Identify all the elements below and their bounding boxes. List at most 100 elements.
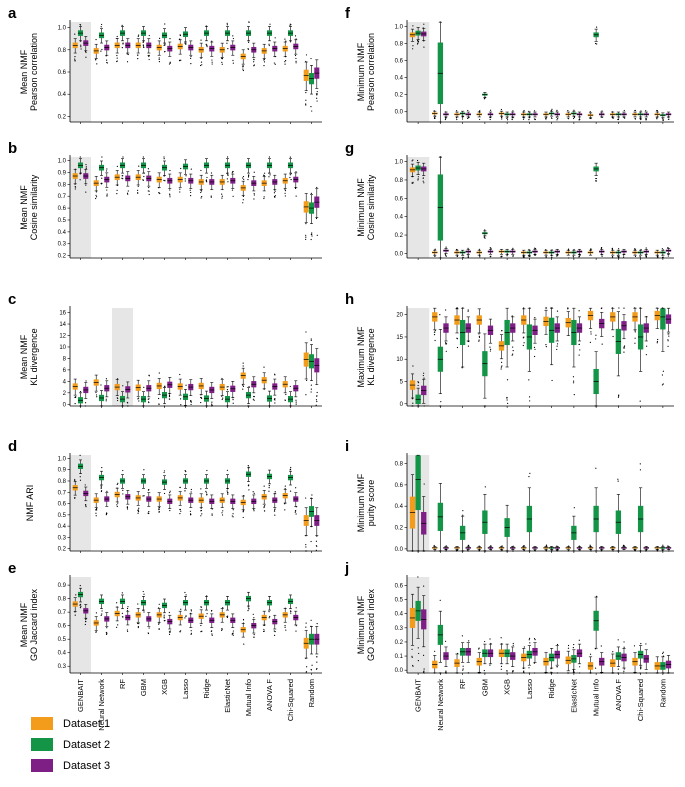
outlier-point — [242, 510, 245, 512]
outlier-point — [122, 493, 124, 495]
outlier-point — [500, 108, 503, 111]
outlier-point — [551, 307, 553, 309]
category-label-j: Ridge — [547, 679, 556, 699]
outlier-point — [85, 164, 87, 166]
outlier-point — [456, 255, 458, 258]
outlier-point — [221, 61, 223, 63]
outlier-point — [305, 234, 307, 236]
box-d-dataset-1 — [93, 493, 99, 517]
outlier-point — [243, 643, 245, 645]
outlier-point — [639, 469, 642, 471]
outlier-point — [263, 172, 266, 174]
outlier-point — [545, 672, 547, 674]
outlier-point — [573, 507, 575, 509]
outlier-point — [311, 232, 313, 234]
box-i-dataset-1 — [632, 546, 638, 552]
outlier-point — [295, 399, 297, 401]
outlier-point — [411, 160, 413, 162]
outlier-point — [85, 56, 87, 58]
box-f-dataset-1 — [587, 111, 594, 120]
y-tick-label-g: 0.8 — [395, 178, 404, 184]
box-j-dataset-3 — [554, 643, 560, 674]
box-c-dataset-3 — [83, 380, 89, 407]
box-c-dataset-2 — [308, 338, 315, 393]
outlier-point — [489, 116, 492, 119]
outlier-point — [315, 549, 317, 551]
outlier-point — [232, 37, 234, 40]
outlier-point — [211, 508, 213, 510]
outlier-point — [310, 619, 312, 621]
outlier-point — [79, 476, 81, 478]
outlier-point — [74, 60, 76, 62]
outlier-point — [137, 512, 139, 514]
outlier-point — [106, 195, 108, 197]
outlier-point — [456, 110, 458, 112]
outlier-point — [184, 42, 186, 44]
outlier-point — [242, 385, 245, 387]
box-h-dataset-1 — [654, 307, 660, 344]
outlier-point — [573, 643, 575, 646]
outlier-point — [210, 172, 213, 174]
box-h-dataset-3 — [665, 307, 672, 348]
outlier-point — [100, 490, 103, 492]
outlier-point — [121, 592, 123, 594]
outlier-point — [79, 179, 81, 181]
outlier-point — [232, 402, 234, 404]
outlier-point — [657, 338, 659, 341]
outlier-point — [423, 483, 425, 485]
outlier-point — [95, 196, 98, 198]
outlier-point — [461, 367, 463, 369]
outlier-point — [100, 23, 103, 26]
box-e-dataset-2 — [287, 594, 294, 614]
y-tick-label-b: 0.2 — [58, 254, 67, 260]
outlier-point — [305, 103, 307, 105]
outlier-point — [100, 485, 102, 487]
outlier-point — [263, 59, 265, 61]
outlier-point — [221, 377, 223, 380]
outlier-point — [158, 187, 160, 189]
box-d-dataset-3 — [167, 490, 173, 512]
outlier-point — [618, 257, 620, 259]
outlier-point — [595, 177, 597, 180]
box-i-dataset-1 — [543, 544, 549, 552]
outlier-point — [639, 117, 642, 119]
outlier-point — [274, 399, 276, 401]
outlier-point — [500, 368, 502, 370]
outlier-point — [500, 665, 503, 667]
outlier-point — [106, 168, 108, 170]
outlier-point — [445, 672, 448, 674]
outlier-point — [305, 54, 308, 56]
outlier-point — [444, 116, 447, 118]
outlier-point — [595, 338, 597, 340]
outlier-point — [105, 398, 107, 400]
outlier-point — [284, 487, 286, 490]
outlier-point — [656, 672, 658, 674]
outlier-point — [484, 672, 486, 674]
outlier-point — [79, 479, 82, 481]
outlier-point — [268, 44, 270, 47]
box-c-dataset-1 — [240, 362, 246, 390]
outlier-point — [205, 490, 207, 492]
box-b-dataset-3 — [188, 168, 194, 197]
box-b-dataset-3 — [104, 168, 110, 197]
outlier-point — [656, 342, 658, 344]
outlier-point — [594, 42, 597, 45]
outlier-point — [142, 405, 144, 407]
outlier-point — [311, 494, 313, 496]
outlier-point — [434, 339, 436, 342]
outlier-point — [445, 246, 447, 248]
outlier-point — [232, 397, 234, 399]
outlier-point — [417, 384, 419, 387]
outlier-point — [662, 655, 664, 657]
outlier-point — [200, 57, 202, 59]
outlier-point — [106, 59, 108, 61]
outlier-point — [101, 405, 103, 407]
box-j-dataset-2 — [571, 643, 577, 673]
box-a-dataset-1 — [93, 38, 99, 65]
outlier-point — [512, 255, 514, 257]
box-d-dataset-3 — [293, 487, 299, 515]
outlier-point — [623, 109, 625, 112]
outlier-point — [106, 189, 108, 191]
outlier-point — [163, 617, 165, 619]
outlier-point — [179, 513, 181, 515]
